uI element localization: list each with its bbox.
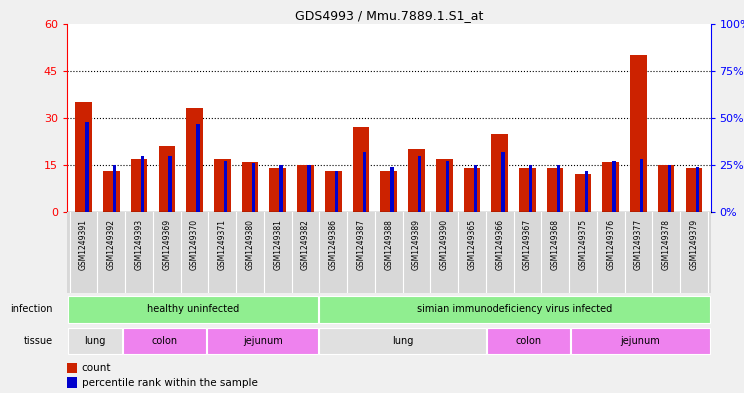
Bar <box>696 167 699 212</box>
Bar <box>353 127 369 212</box>
Bar <box>242 162 258 212</box>
Text: colon: colon <box>516 336 542 346</box>
Text: colon: colon <box>152 336 178 346</box>
Bar <box>474 165 477 212</box>
Bar <box>297 165 314 212</box>
Bar <box>464 168 481 212</box>
Bar <box>685 168 702 212</box>
Text: infection: infection <box>10 305 53 314</box>
Bar <box>158 146 175 212</box>
Bar <box>519 168 536 212</box>
Bar <box>571 328 710 354</box>
Bar <box>436 159 452 212</box>
Bar <box>547 168 563 212</box>
Title: GDS4993 / Mmu.7889.1.S1_at: GDS4993 / Mmu.7889.1.S1_at <box>295 9 483 22</box>
Bar <box>113 165 116 212</box>
Bar <box>168 156 172 212</box>
Bar <box>446 161 449 212</box>
Text: GSM1249379: GSM1249379 <box>690 219 699 270</box>
Bar <box>668 165 671 212</box>
Bar <box>501 152 504 212</box>
Text: percentile rank within the sample: percentile rank within the sample <box>82 378 257 387</box>
Text: GSM1249367: GSM1249367 <box>523 219 532 270</box>
Text: count: count <box>82 363 112 373</box>
Bar <box>67 377 77 387</box>
Bar <box>269 168 286 212</box>
Text: tissue: tissue <box>24 336 53 346</box>
Text: GSM1249377: GSM1249377 <box>634 219 643 270</box>
Text: lung: lung <box>392 336 414 346</box>
Bar <box>325 171 341 212</box>
Bar <box>574 174 591 212</box>
Bar <box>186 108 203 212</box>
Text: GSM1249382: GSM1249382 <box>301 219 310 270</box>
Text: GSM1249375: GSM1249375 <box>578 219 588 270</box>
Bar <box>529 165 533 212</box>
Bar <box>86 122 89 212</box>
Bar <box>408 149 425 212</box>
Text: GSM1249370: GSM1249370 <box>190 219 199 270</box>
Bar <box>307 165 310 212</box>
Bar <box>214 159 231 212</box>
Text: GSM1249369: GSM1249369 <box>162 219 171 270</box>
Bar <box>196 123 199 212</box>
Bar <box>391 167 394 212</box>
Bar <box>67 362 77 373</box>
Text: GSM1249380: GSM1249380 <box>246 219 254 270</box>
Text: GSM1249368: GSM1249368 <box>551 219 559 270</box>
Bar <box>603 162 619 212</box>
Bar <box>224 161 228 212</box>
Text: GSM1249386: GSM1249386 <box>329 219 338 270</box>
Text: GSM1249371: GSM1249371 <box>218 219 227 270</box>
Text: GSM1249366: GSM1249366 <box>496 219 504 270</box>
Text: GSM1249392: GSM1249392 <box>107 219 116 270</box>
Bar <box>319 296 710 323</box>
Text: GSM1249378: GSM1249378 <box>661 219 670 270</box>
Bar <box>103 171 120 212</box>
Text: GSM1249381: GSM1249381 <box>273 219 282 270</box>
Bar <box>68 296 318 323</box>
Text: GSM1249376: GSM1249376 <box>606 219 615 270</box>
Bar <box>251 163 255 212</box>
Text: jejunum: jejunum <box>620 336 661 346</box>
Bar <box>380 171 397 212</box>
Text: GSM1249365: GSM1249365 <box>467 219 476 270</box>
Bar <box>124 328 206 354</box>
Text: GSM1249390: GSM1249390 <box>440 219 449 270</box>
Bar <box>612 161 615 212</box>
Text: jejunum: jejunum <box>243 336 283 346</box>
Text: simian immunodeficiency virus infected: simian immunodeficiency virus infected <box>417 305 612 314</box>
Bar <box>208 328 318 354</box>
Bar <box>141 156 144 212</box>
Bar <box>335 171 339 212</box>
Bar <box>658 165 675 212</box>
Bar <box>487 328 570 354</box>
Bar <box>280 165 283 212</box>
Bar <box>319 328 486 354</box>
Text: healthy uninfected: healthy uninfected <box>147 305 239 314</box>
Bar <box>75 102 92 212</box>
Text: GSM1249391: GSM1249391 <box>79 219 88 270</box>
Text: GSM1249388: GSM1249388 <box>384 219 394 270</box>
Bar <box>585 171 588 212</box>
Bar <box>630 55 647 212</box>
Bar <box>491 134 508 212</box>
Bar <box>418 156 421 212</box>
Bar <box>131 159 147 212</box>
Text: GSM1249389: GSM1249389 <box>412 219 421 270</box>
Text: GSM1249393: GSM1249393 <box>135 219 144 270</box>
Bar <box>362 152 366 212</box>
Bar <box>68 328 122 354</box>
Text: GSM1249387: GSM1249387 <box>356 219 365 270</box>
Bar <box>640 160 644 212</box>
Bar <box>557 165 560 212</box>
Text: lung: lung <box>84 336 106 346</box>
